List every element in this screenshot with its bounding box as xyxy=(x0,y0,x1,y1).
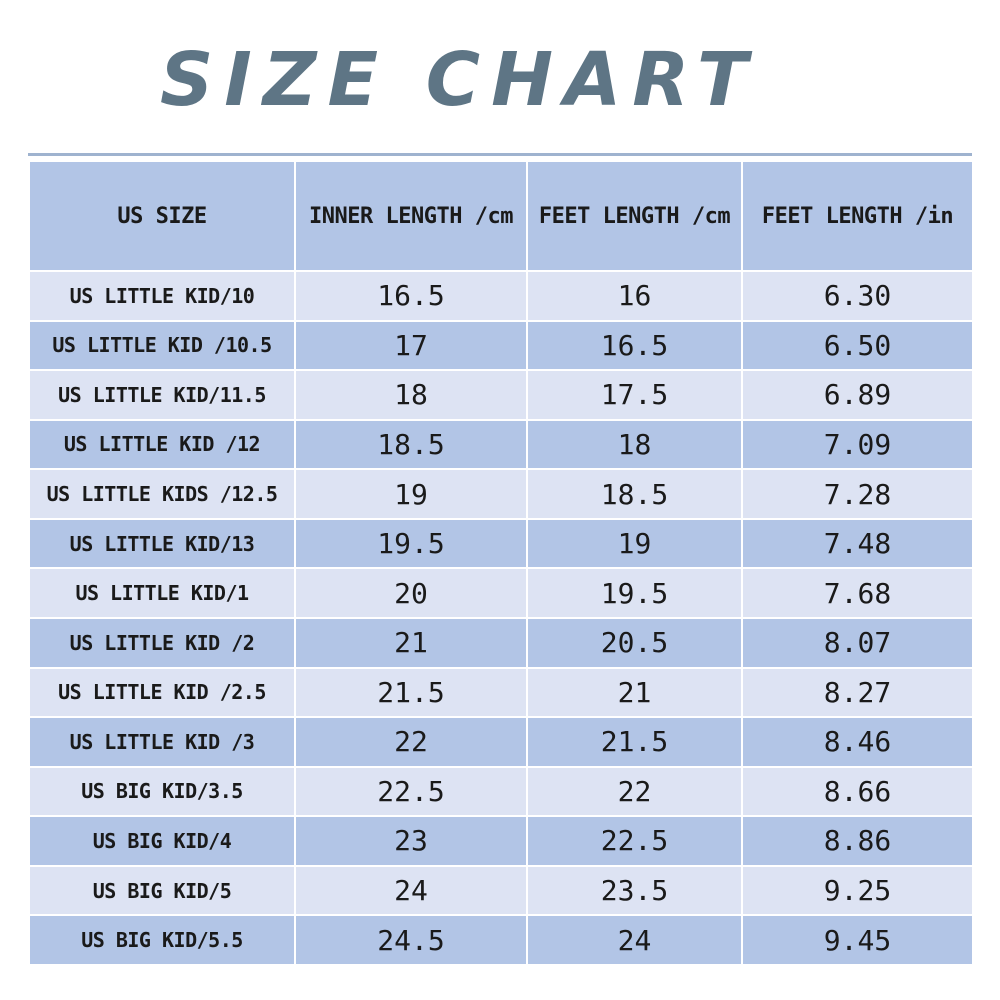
header-us-size: US SIZE xyxy=(28,160,296,272)
cell-feet-length-in: 9.25 xyxy=(741,864,974,917)
header-inner-length-cm: INNER LENGTH /cm xyxy=(294,160,528,272)
table-row: US LITTLE KID/11.5 18 17.5 6.89 xyxy=(28,369,974,421)
cell-inner-length-cm: 17 xyxy=(294,319,528,372)
table-row: US LITTLE KIDS /12.5 19 18.5 7.28 xyxy=(28,468,974,520)
cell-feet-length-cm: 24 xyxy=(526,914,743,966)
cell-inner-length-cm: 18 xyxy=(294,369,528,421)
cell-feet-length-cm: 20.5 xyxy=(526,616,743,669)
cell-inner-length-cm: 16.5 xyxy=(294,270,528,322)
cell-feet-length-in: 7.28 xyxy=(741,468,974,520)
table-row: US LITTLE KID /12 18.5 18 7.09 xyxy=(28,418,974,471)
cell-inner-length-cm: 21.5 xyxy=(294,666,528,719)
cell-us-size: US LITTLE KID/10 xyxy=(28,270,296,322)
table-row: US BIG KID/4 23 22.5 8.86 xyxy=(28,815,974,867)
cell-us-size: US BIG KID/3.5 xyxy=(28,765,296,818)
cell-inner-length-cm: 23 xyxy=(294,815,528,867)
table-row: US LITTLE KID/10 16.5 16 6.30 xyxy=(28,270,974,322)
cell-us-size: US LITTLE KID/13 xyxy=(28,517,296,570)
cell-us-size: US LITTLE KID /12 xyxy=(28,418,296,471)
cell-us-size: US LITTLE KID /10.5 xyxy=(28,319,296,372)
cell-feet-length-cm: 16 xyxy=(526,270,743,322)
cell-us-size: US LITTLE KID/1 xyxy=(28,567,296,619)
cell-feet-length-in: 6.50 xyxy=(741,319,974,372)
table-row: US LITTLE KID/13 19.5 19 7.48 xyxy=(28,517,974,570)
table-header-row: US SIZE INNER LENGTH /cm FEET LENGTH /cm… xyxy=(28,160,974,272)
cell-inner-length-cm: 24.5 xyxy=(294,914,528,966)
table-row: US LITTLE KID /3 22 21.5 8.46 xyxy=(28,716,974,768)
cell-feet-length-in: 7.68 xyxy=(741,567,974,619)
cell-feet-length-cm: 17.5 xyxy=(526,369,743,421)
size-chart-table: US SIZE INNER LENGTH /cm FEET LENGTH /cm… xyxy=(28,160,974,966)
cell-feet-length-in: 6.30 xyxy=(741,270,974,322)
cell-inner-length-cm: 21 xyxy=(294,616,528,669)
cell-feet-length-in: 6.89 xyxy=(741,369,974,421)
header-feet-length-cm: FEET LENGTH /cm xyxy=(526,160,743,272)
cell-us-size: US LITTLE KIDS /12.5 xyxy=(28,468,296,520)
cell-feet-length-cm: 22.5 xyxy=(526,815,743,867)
header-feet-length-in: FEET LENGTH /in xyxy=(741,160,974,272)
cell-inner-length-cm: 22.5 xyxy=(294,765,528,818)
page-title: SIZE CHART xyxy=(160,37,759,123)
cell-us-size: US LITTLE KID /2.5 xyxy=(28,666,296,719)
cell-feet-length-in: 8.46 xyxy=(741,716,974,768)
top-divider xyxy=(28,153,972,156)
cell-feet-length-in: 8.86 xyxy=(741,815,974,867)
cell-us-size: US LITTLE KID /3 xyxy=(28,716,296,768)
cell-us-size: US BIG KID/4 xyxy=(28,815,296,867)
cell-feet-length-cm: 18.5 xyxy=(526,468,743,520)
cell-us-size: US BIG KID/5 xyxy=(28,864,296,917)
table-row: US BIG KID/5 24 23.5 9.25 xyxy=(28,864,974,917)
table-row: US BIG KID/5.5 24.5 24 9.45 xyxy=(28,914,974,966)
cell-feet-length-cm: 22 xyxy=(526,765,743,818)
cell-us-size: US LITTLE KID /2 xyxy=(28,616,296,669)
cell-feet-length-in: 8.27 xyxy=(741,666,974,719)
cell-us-size: US BIG KID/5.5 xyxy=(28,914,296,966)
cell-inner-length-cm: 22 xyxy=(294,716,528,768)
table-row: US LITTLE KID /2 21 20.5 8.07 xyxy=(28,616,974,669)
cell-us-size: US LITTLE KID/11.5 xyxy=(28,369,296,421)
cell-feet-length-cm: 16.5 xyxy=(526,319,743,372)
cell-feet-length-cm: 21 xyxy=(526,666,743,719)
cell-feet-length-in: 7.48 xyxy=(741,517,974,570)
cell-feet-length-cm: 19.5 xyxy=(526,567,743,619)
table-row: US LITTLE KID /10.5 17 16.5 6.50 xyxy=(28,319,974,372)
table-row: US BIG KID/3.5 22.5 22 8.66 xyxy=(28,765,974,818)
cell-feet-length-cm: 23.5 xyxy=(526,864,743,917)
cell-feet-length-cm: 18 xyxy=(526,418,743,471)
cell-feet-length-cm: 21.5 xyxy=(526,716,743,768)
cell-inner-length-cm: 20 xyxy=(294,567,528,619)
cell-feet-length-in: 9.45 xyxy=(741,914,974,966)
cell-inner-length-cm: 24 xyxy=(294,864,528,917)
cell-feet-length-in: 8.07 xyxy=(741,616,974,669)
cell-feet-length-in: 8.66 xyxy=(741,765,974,818)
table-row: US LITTLE KID /2.5 21.5 21 8.27 xyxy=(28,666,974,719)
cell-feet-length-in: 7.09 xyxy=(741,418,974,471)
table-row: US LITTLE KID/1 20 19.5 7.68 xyxy=(28,567,974,619)
cell-inner-length-cm: 18.5 xyxy=(294,418,528,471)
cell-inner-length-cm: 19 xyxy=(294,468,528,520)
cell-inner-length-cm: 19.5 xyxy=(294,517,528,570)
cell-feet-length-cm: 19 xyxy=(526,517,743,570)
